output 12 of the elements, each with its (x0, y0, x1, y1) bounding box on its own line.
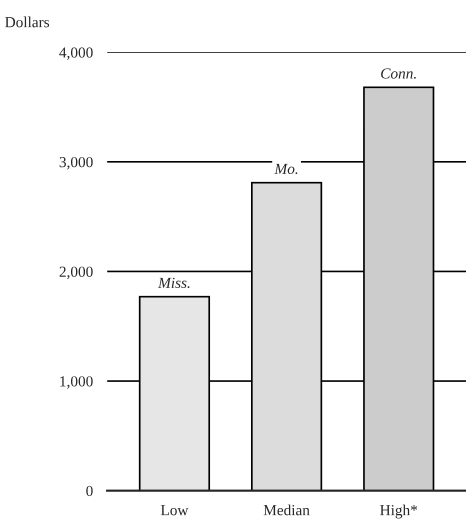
x-tick-label: High* (380, 504, 418, 518)
y-tick-label: 4,000 (59, 47, 93, 60)
annotation: Mo. (274, 164, 298, 174)
y-axis-title: Dollars (5, 16, 50, 28)
annotation: Miss. (158, 278, 190, 288)
y-tick-label: 0 (86, 486, 93, 496)
y-tick-label: 2,000 (60, 266, 93, 280)
x-tick-label: Median (264, 504, 310, 516)
y-tick-label: 3,000 (60, 156, 93, 170)
x-tick-label: Low (160, 505, 188, 516)
annotation: Conn. (381, 68, 416, 79)
y-tick-label: 1,000 (60, 376, 93, 389)
